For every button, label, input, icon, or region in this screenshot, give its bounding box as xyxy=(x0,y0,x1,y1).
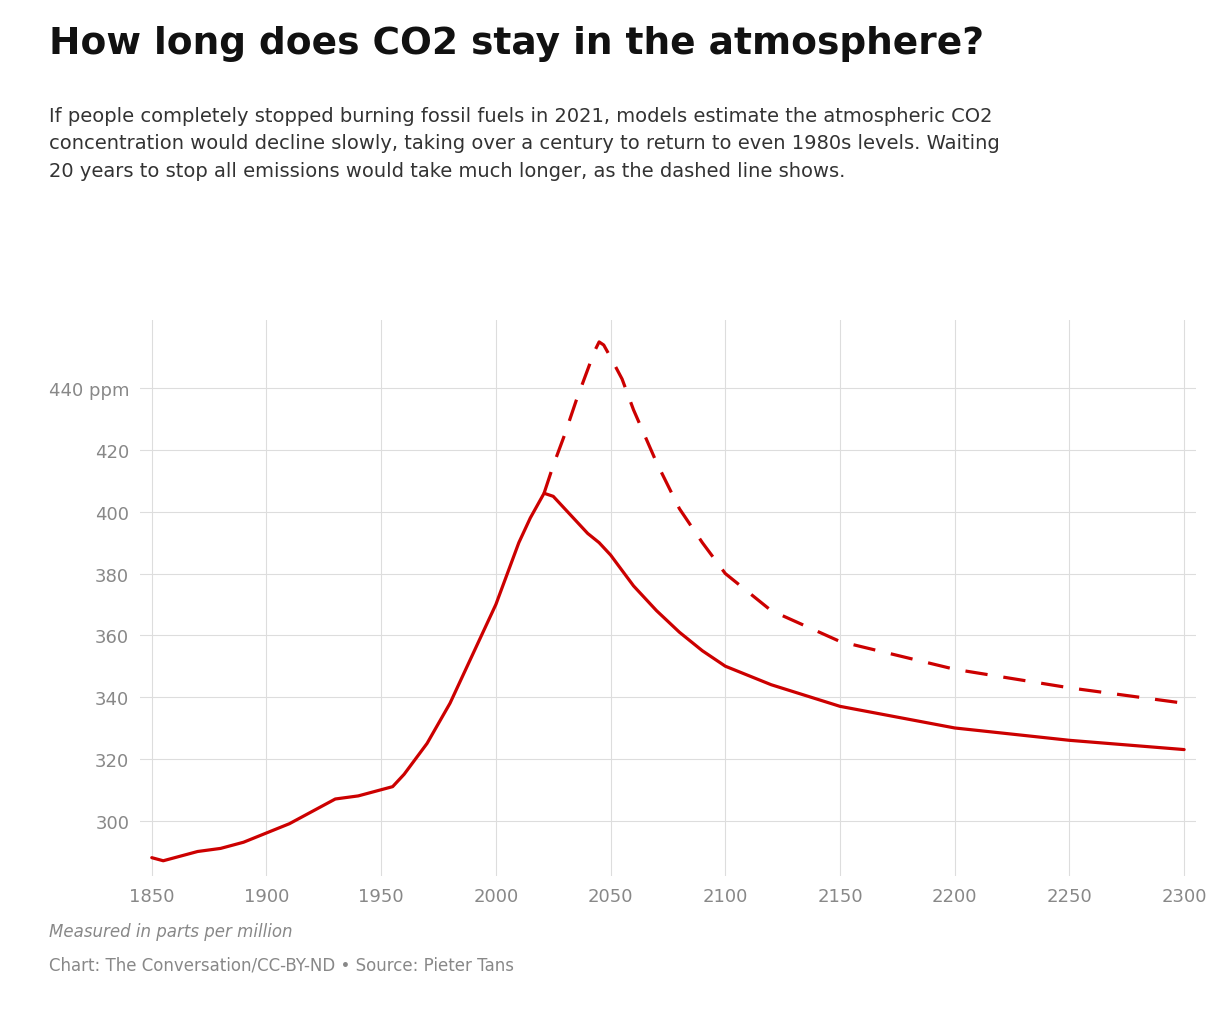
Text: How long does CO2 stay in the atmosphere?: How long does CO2 stay in the atmosphere… xyxy=(49,25,983,61)
Text: Chart: The Conversation/CC-BY-ND • Source: Pieter Tans: Chart: The Conversation/CC-BY-ND • Sourc… xyxy=(49,956,514,974)
Text: Measured in parts per million: Measured in parts per million xyxy=(49,922,293,941)
Text: If people completely stopped burning fossil fuels in 2021, models estimate the a: If people completely stopped burning fos… xyxy=(49,107,999,180)
